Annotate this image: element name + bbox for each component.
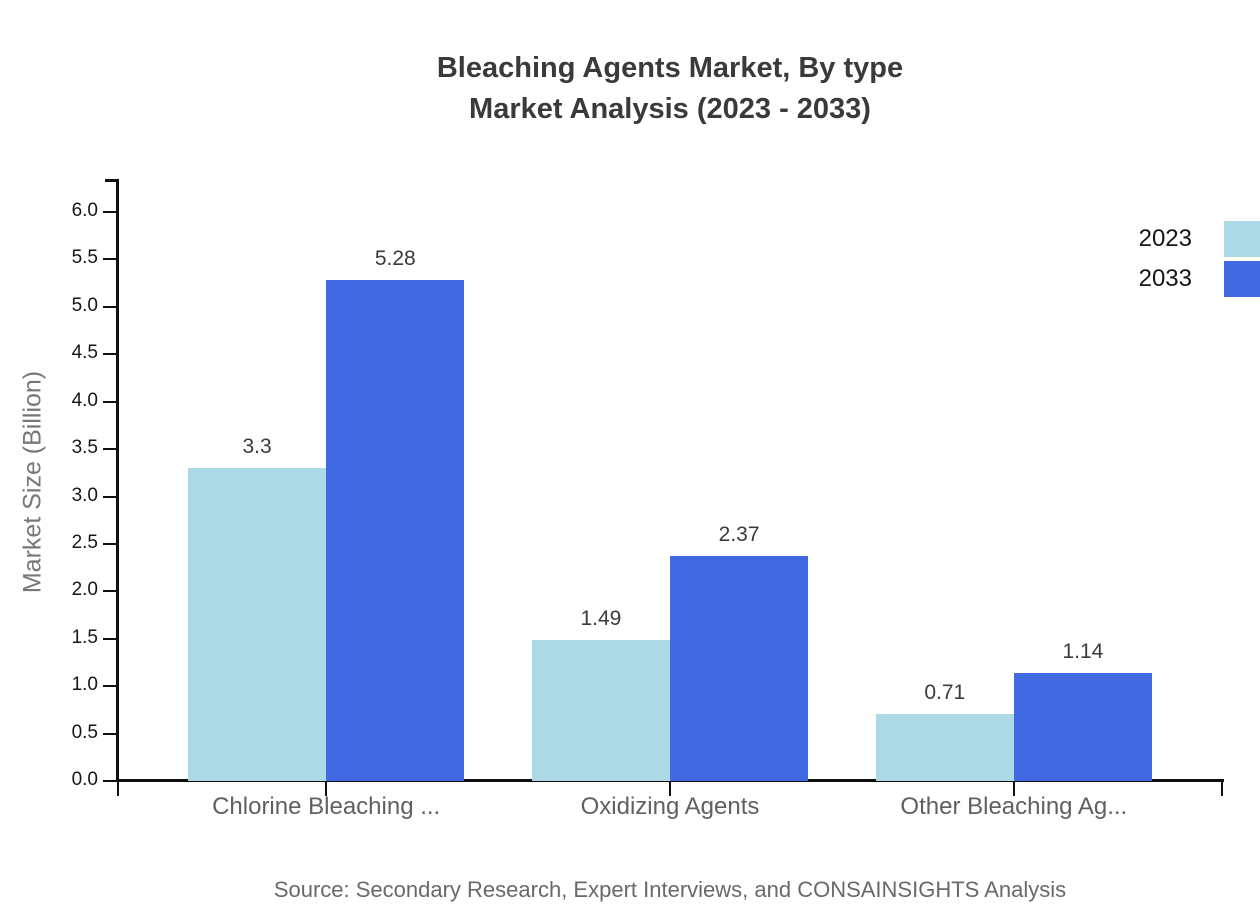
y-axis-tick-label: 0.0: [71, 769, 98, 790]
y-axis-tick-label: 3.5: [71, 437, 98, 459]
bar-2033-series: [1013, 672, 1152, 781]
chart-title: Bleaching Agents Market, By type Market …: [118, 48, 1222, 130]
bar-2023-series: [875, 713, 1014, 781]
y-axis-tick-label: 5.0: [71, 294, 98, 316]
y-axis-tick: [103, 590, 117, 593]
y-axis-tick: [103, 258, 117, 261]
y-axis-tick: [103, 400, 117, 403]
y-axis-tick-label: 2.0: [71, 579, 98, 601]
y-axis-tick-label: 4.0: [71, 389, 98, 411]
y-axis-tick: [103, 305, 117, 308]
legend-label-2033: 2033: [1138, 265, 1192, 292]
y-axis-tick-label: 5.5: [71, 247, 98, 269]
y-axis-tick: [103, 542, 117, 545]
category-label: Other Bleaching Ag...: [900, 793, 1128, 820]
legend-item-2023: 2023: [0, 221, 1260, 257]
chart-title-line2: Market Analysis (2023 - 2033): [469, 93, 871, 125]
category-label: Chlorine Bleaching ...: [212, 793, 441, 820]
y-axis-tick: [103, 780, 117, 782]
y-axis-tick: [103, 353, 117, 356]
bar-value-label: 2.37: [718, 523, 760, 547]
bar-2033-series: [326, 280, 465, 781]
bar-value-label: 1.49: [580, 606, 622, 630]
x-axis-tick: [325, 782, 328, 796]
legend-swatch-2023: [1224, 221, 1260, 257]
bar-value-label: 0.71: [924, 680, 966, 704]
y-axis-tick-label: 1.0: [71, 674, 98, 696]
legend-label-2023: 2023: [1138, 225, 1192, 252]
bar-2033-series: [670, 556, 809, 781]
legend-item-2033: 2033: [0, 261, 1260, 297]
y-axis-tick: [103, 495, 117, 498]
y-axis-tick: [103, 211, 117, 213]
y-axis-tick: [103, 685, 117, 688]
y-axis-tick-label: 4.5: [71, 342, 98, 364]
category-label: Oxidizing Agents: [580, 793, 760, 820]
x-axis-tick: [1012, 782, 1015, 796]
bar-value-label: 5.28: [374, 247, 416, 271]
source-note: Source: Secondary Research, Expert Inter…: [273, 877, 1067, 902]
chart-title-line1: Bleaching Agents Market, By type: [436, 52, 904, 84]
bar-2023-series: [188, 468, 327, 781]
y-axis-tick-label: 1.5: [71, 626, 98, 648]
y-axis-tick-label: 6.0: [71, 200, 98, 221]
y-axis-tick-label: 2.5: [71, 531, 98, 553]
x-axis-end-tick: [1221, 782, 1223, 796]
bar-value-label: 3.3: [242, 435, 272, 459]
y-axis-tick: [103, 637, 117, 640]
y-axis-tick: [103, 448, 117, 451]
legend-swatch-2033: [1224, 261, 1260, 297]
y-axis-line: [116, 179, 119, 782]
x-axis-tick: [669, 782, 671, 796]
bar-2023-series: [531, 639, 670, 781]
bar-value-label: 1.14: [1062, 639, 1104, 663]
x-axis-end-tick: [117, 782, 119, 796]
y-axis-tick-label: 3.0: [71, 484, 98, 506]
y-axis-tick-label: 0.5: [71, 721, 98, 743]
y-axis-top-tick: [105, 179, 117, 182]
y-axis-tick: [103, 732, 117, 735]
